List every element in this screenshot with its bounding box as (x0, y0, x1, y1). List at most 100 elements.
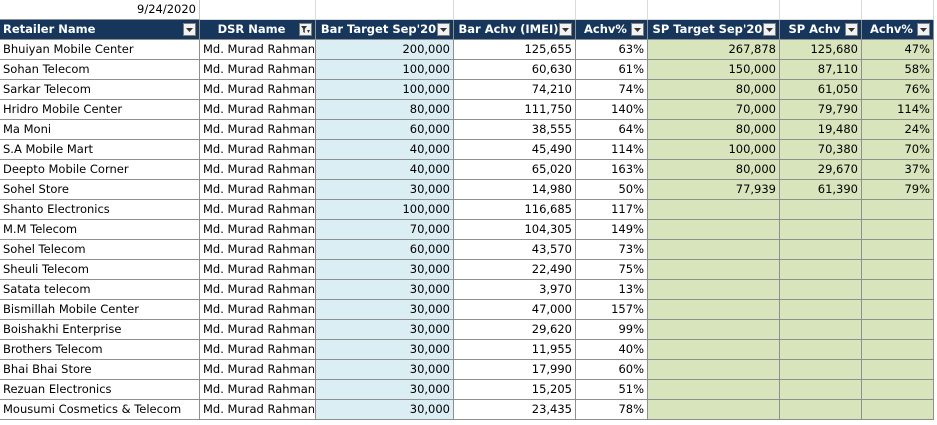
bar-target-cell[interactable]: 60,000 (316, 120, 454, 140)
sp-pct-cell[interactable] (862, 240, 934, 260)
sp-target-cell[interactable] (648, 400, 780, 420)
blank-cell[interactable] (648, 0, 780, 20)
sp-achv-cell[interactable] (780, 400, 862, 420)
retailer-cell[interactable]: Bismillah Mobile Center (0, 300, 200, 320)
sp-pct-cell[interactable]: 76% (862, 80, 934, 100)
dsr-cell[interactable]: Md. Murad Rahman (200, 360, 316, 380)
sp-target-cell[interactable] (648, 340, 780, 360)
dsr-cell[interactable]: Md. Murad Rahman (200, 320, 316, 340)
dropdown-arrow-icon[interactable] (845, 23, 858, 36)
dsr-cell[interactable]: Md. Murad Rahman (200, 80, 316, 100)
dsr-cell[interactable]: Md. Murad Rahman (200, 200, 316, 220)
retailer-cell[interactable]: Brothers Telecom (0, 340, 200, 360)
bar-achv-cell[interactable]: 65,020 (454, 160, 576, 180)
retailer-cell[interactable]: Bhuiyan Mobile Center (0, 40, 200, 60)
bar-pct-cell[interactable]: 140% (576, 100, 648, 120)
sp-achv-cell[interactable]: 125,680 (780, 40, 862, 60)
bar-pct-cell[interactable]: 64% (576, 120, 648, 140)
sp-pct-cell[interactable]: 47% (862, 40, 934, 60)
sp-achv-cell[interactable]: 87,110 (780, 60, 862, 80)
blank-cell[interactable] (316, 0, 454, 20)
bar-target-cell[interactable]: 30,000 (316, 180, 454, 200)
bar-target-cell[interactable]: 70,000 (316, 220, 454, 240)
dropdown-arrow-icon[interactable] (917, 23, 930, 36)
sp-pct-cell[interactable] (862, 360, 934, 380)
bar-target-cell[interactable]: 80,000 (316, 100, 454, 120)
sp-target-cell[interactable]: 150,000 (648, 60, 780, 80)
sp-target-cell[interactable] (648, 300, 780, 320)
retailer-cell[interactable]: Boishakhi Enterprise (0, 320, 200, 340)
bar-achv-cell[interactable]: 111,750 (454, 100, 576, 120)
sp-target-cell[interactable] (648, 280, 780, 300)
sp-pct-cell[interactable] (862, 400, 934, 420)
sp-pct-cell[interactable] (862, 260, 934, 280)
sp-achv-cell[interactable]: 79,790 (780, 100, 862, 120)
sp-pct-cell[interactable] (862, 320, 934, 340)
bar-pct-cell[interactable]: 157% (576, 300, 648, 320)
retailer-cell[interactable]: Sohan Telecom (0, 60, 200, 80)
bar-pct-cell[interactable]: 149% (576, 220, 648, 240)
dropdown-arrow-icon[interactable] (631, 23, 644, 36)
bar-pct-cell[interactable]: 50% (576, 180, 648, 200)
bar-target-cell[interactable]: 60,000 (316, 240, 454, 260)
bar-target-cell[interactable]: 30,000 (316, 280, 454, 300)
sp-pct-cell[interactable]: 79% (862, 180, 934, 200)
bar-pct-cell[interactable]: 51% (576, 380, 648, 400)
retailer-cell[interactable]: Sohel Store (0, 180, 200, 200)
header-bar-pct[interactable]: Achv% (576, 20, 648, 40)
sp-target-cell[interactable] (648, 360, 780, 380)
bar-achv-cell[interactable]: 60,630 (454, 60, 576, 80)
bar-pct-cell[interactable]: 73% (576, 240, 648, 260)
sp-achv-cell[interactable]: 29,670 (780, 160, 862, 180)
bar-achv-cell[interactable]: 74,210 (454, 80, 576, 100)
sp-target-cell[interactable] (648, 240, 780, 260)
dsr-cell[interactable]: Md. Murad Rahman (200, 40, 316, 60)
sp-achv-cell[interactable]: 61,390 (780, 180, 862, 200)
sp-target-cell[interactable]: 77,939 (648, 180, 780, 200)
dsr-cell[interactable]: Md. Murad Rahman (200, 340, 316, 360)
sp-achv-cell[interactable] (780, 260, 862, 280)
sp-target-cell[interactable] (648, 200, 780, 220)
bar-achv-cell[interactable]: 15,205 (454, 380, 576, 400)
dsr-cell[interactable]: Md. Murad Rahman (200, 300, 316, 320)
sp-achv-cell[interactable]: 61,050 (780, 80, 862, 100)
bar-achv-cell[interactable]: 47,000 (454, 300, 576, 320)
bar-achv-cell[interactable]: 3,970 (454, 280, 576, 300)
sp-target-cell[interactable]: 267,878 (648, 40, 780, 60)
bar-achv-cell[interactable]: 104,305 (454, 220, 576, 240)
blank-cell[interactable] (576, 0, 648, 20)
dsr-cell[interactable]: Md. Murad Rahman (200, 380, 316, 400)
bar-target-cell[interactable]: 100,000 (316, 60, 454, 80)
dsr-cell[interactable]: Md. Murad Rahman (200, 260, 316, 280)
bar-achv-cell[interactable]: 29,620 (454, 320, 576, 340)
bar-target-cell[interactable]: 200,000 (316, 40, 454, 60)
bar-target-cell[interactable]: 100,000 (316, 80, 454, 100)
bar-target-cell[interactable]: 30,000 (316, 320, 454, 340)
header-retailer[interactable]: Retailer Name (0, 20, 200, 40)
sp-pct-cell[interactable] (862, 340, 934, 360)
retailer-cell[interactable]: Sheuli Telecom (0, 260, 200, 280)
dsr-cell[interactable]: Md. Murad Rahman (200, 240, 316, 260)
sp-pct-cell[interactable] (862, 280, 934, 300)
sp-target-cell[interactable] (648, 260, 780, 280)
dsr-cell[interactable]: Md. Murad Rahman (200, 120, 316, 140)
bar-achv-cell[interactable]: 125,655 (454, 40, 576, 60)
dsr-cell[interactable]: Md. Murad Rahman (200, 180, 316, 200)
header-dsr[interactable]: DSR Name (200, 20, 316, 40)
sp-pct-cell[interactable]: 24% (862, 120, 934, 140)
sp-target-cell[interactable]: 80,000 (648, 120, 780, 140)
bar-target-cell[interactable]: 100,000 (316, 200, 454, 220)
sp-pct-cell[interactable]: 114% (862, 100, 934, 120)
bar-pct-cell[interactable]: 114% (576, 140, 648, 160)
bar-target-cell[interactable]: 30,000 (316, 380, 454, 400)
sp-achv-cell[interactable] (780, 300, 862, 320)
dsr-cell[interactable]: Md. Murad Rahman (200, 400, 316, 420)
sp-pct-cell[interactable] (862, 380, 934, 400)
bar-achv-cell[interactable]: 14,980 (454, 180, 576, 200)
sp-target-cell[interactable] (648, 220, 780, 240)
bar-target-cell[interactable]: 30,000 (316, 360, 454, 380)
sp-achv-cell[interactable] (780, 360, 862, 380)
retailer-cell[interactable]: Ma Moni (0, 120, 200, 140)
bar-target-cell[interactable]: 30,000 (316, 260, 454, 280)
dsr-cell[interactable]: Md. Murad Rahman (200, 60, 316, 80)
